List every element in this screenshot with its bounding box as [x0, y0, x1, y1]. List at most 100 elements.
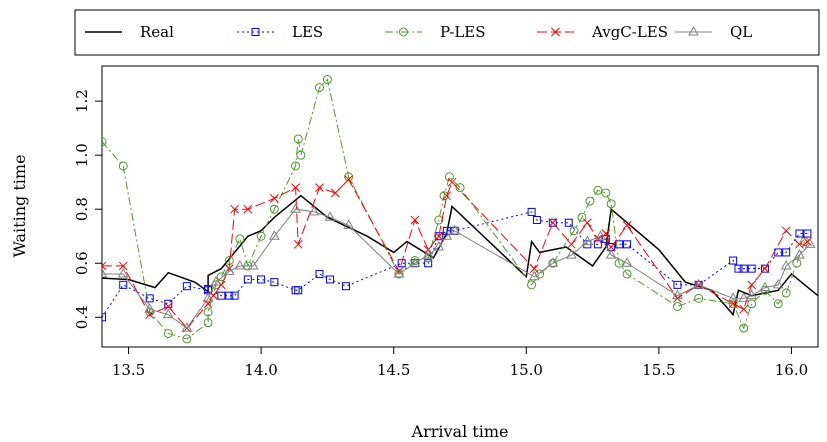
legend-item-les: LES — [237, 23, 323, 41]
data-point-p-les — [203, 307, 213, 317]
data-point-p-les — [182, 334, 192, 344]
data-point-ql — [269, 230, 280, 240]
legend-item-avgc-les: AvgC-LES — [537, 23, 668, 41]
y-tick-label: 0.8 — [73, 197, 91, 221]
data-point-les — [782, 248, 791, 257]
data-point-avgc-les — [622, 221, 632, 230]
data-point-p-les — [694, 293, 704, 303]
data-point-les — [270, 278, 279, 287]
data-point-avgc-les — [410, 215, 420, 225]
data-point-les — [532, 216, 541, 225]
data-point-les — [623, 240, 632, 249]
data-point-p-les — [322, 75, 332, 85]
legend: Real LES P-LES AvgC-LES QL — [74, 9, 820, 56]
data-point-p-les — [747, 299, 757, 309]
data-point-avgc-les — [434, 231, 444, 241]
x-tick-label: 14.0 — [244, 361, 277, 379]
data-point-p-les — [434, 215, 444, 225]
data-point-p-les — [781, 288, 791, 298]
data-point-ql — [102, 268, 108, 278]
data-point-p-les — [235, 234, 245, 244]
data-point-les — [729, 256, 738, 265]
data-point-ql — [409, 257, 421, 267]
data-point-les — [145, 294, 154, 303]
data-point-avgc-les — [315, 183, 324, 192]
series-ql — [102, 203, 816, 332]
data-point-ql — [794, 249, 805, 259]
series-layer — [102, 75, 818, 344]
data-point-les — [760, 264, 769, 273]
data-point-avgc-les — [270, 194, 279, 203]
legend-label-ql: QL — [730, 23, 752, 41]
data-point-p-les — [439, 191, 449, 201]
data-point-p-les — [293, 134, 303, 144]
data-point-ql — [223, 265, 235, 275]
data-point-avgc-les — [567, 239, 576, 249]
legend-label-les: LES — [292, 23, 323, 41]
data-point-ql — [566, 249, 577, 259]
data-point-les — [548, 218, 557, 227]
data-point-p-les — [672, 301, 682, 311]
data-point-les — [527, 207, 536, 216]
data-point-les — [326, 275, 335, 284]
data-point-ql — [324, 211, 336, 221]
data-point-ql — [422, 249, 434, 259]
data-point-les — [564, 218, 573, 227]
data-point-les — [673, 280, 682, 289]
data-point-avgc-les — [760, 264, 770, 273]
data-point-ql — [727, 292, 739, 302]
data-point-les — [774, 248, 783, 257]
data-point-avgc-les — [529, 264, 539, 273]
data-point-ql — [181, 322, 193, 332]
data-point-avgc-les — [331, 188, 340, 198]
data-point-les — [182, 282, 191, 291]
data-point-ql — [738, 292, 750, 302]
legend-label-avgc-les: AvgC-LES — [591, 23, 668, 41]
data-point-ql — [343, 219, 354, 229]
data-point-les — [434, 232, 443, 241]
plot-frame — [101, 65, 819, 348]
data-point-les — [291, 286, 300, 295]
data-point-p-les — [585, 196, 595, 206]
data-point-les — [217, 291, 226, 300]
data-point-p-les — [118, 161, 128, 171]
data-point-avgc-les — [102, 261, 107, 271]
y-axis-label: Waiting time — [10, 154, 29, 257]
data-point-p-les — [569, 226, 579, 236]
data-point-les — [397, 259, 406, 268]
data-point-avgc-les — [447, 177, 457, 187]
series-line-p-les — [102, 78, 806, 340]
data-point-les — [739, 264, 748, 273]
x-tick-label: 15.0 — [510, 361, 543, 379]
data-point-avgc-les — [795, 239, 804, 249]
data-point-p-les — [256, 231, 266, 241]
data-point-les — [734, 264, 743, 273]
data-point-les — [243, 275, 252, 284]
data-point-p-les — [527, 280, 537, 290]
data-point-p-les — [344, 172, 354, 182]
data-point-les — [164, 299, 173, 308]
data-point-avgc-les — [781, 226, 791, 236]
data-point-ql — [449, 224, 461, 235]
legend-label-p-les: P-LES — [440, 23, 486, 41]
y-tick-label: 1.2 — [73, 89, 91, 113]
data-point-p-les — [444, 172, 454, 182]
y-axis: 0.4 0.6 0.8 1.0 1.2 — [73, 89, 102, 329]
y-tick-label: 1.0 — [73, 143, 91, 167]
data-point-les — [230, 291, 239, 300]
data-point-ql — [595, 230, 606, 240]
data-point-avgc-les — [291, 183, 300, 192]
data-point-p-les — [601, 188, 611, 198]
data-point-avgc-les — [344, 175, 353, 184]
data-point-ql — [528, 270, 540, 281]
data-point-les — [119, 280, 128, 289]
data-point-avgc-les — [747, 280, 757, 290]
data-point-les — [424, 259, 433, 268]
legend-marker-avgc-les — [551, 27, 560, 37]
data-point-avgc-les — [582, 218, 592, 228]
legend-label-real: Real — [140, 23, 174, 41]
data-point-les — [315, 270, 324, 279]
data-point-ql — [621, 257, 633, 267]
data-point-les — [225, 291, 234, 300]
data-point-ql — [393, 268, 405, 278]
